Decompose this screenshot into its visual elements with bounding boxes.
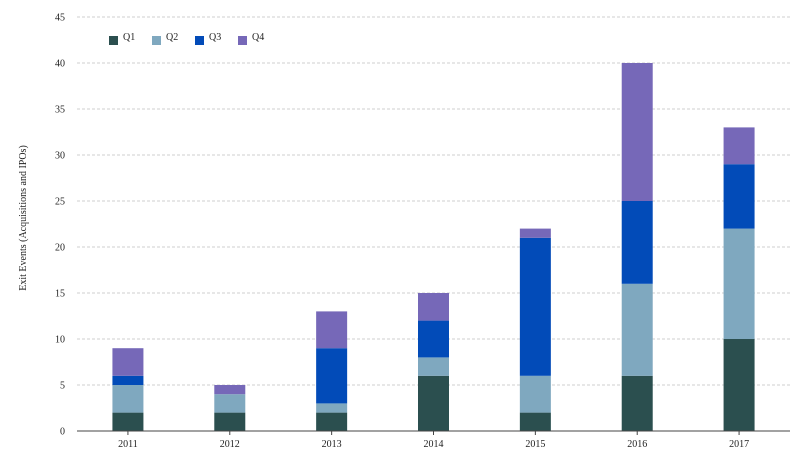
bar-segment-q2-2017: [723, 228, 755, 339]
x-tick-label: 2011: [118, 439, 138, 450]
legend-label-q3: Q3: [209, 32, 221, 43]
bar-segment-q3-2016: [621, 201, 653, 284]
legend-swatch-q4: [238, 36, 247, 45]
y-tick-label: 25: [55, 197, 65, 208]
bar-segment-q3-2014: [418, 320, 449, 358]
bar-segment-q4-2011: [112, 348, 144, 376]
bar-segment-q4-2016: [621, 63, 653, 201]
legend-swatch-q1: [109, 36, 118, 45]
y-tick-label: 10: [55, 335, 65, 346]
y-tick-label: 0: [60, 427, 65, 438]
x-tick-label: 2017: [729, 439, 749, 450]
bar-segment-q4-2012: [214, 385, 246, 395]
bar-segment-q4-2017: [723, 127, 755, 165]
bar-segment-q4-2013: [316, 311, 348, 349]
y-axis-label: Exit Events (Acquisitions and IPOs): [18, 145, 29, 291]
x-tick-label: 2016: [627, 439, 647, 450]
bar-segment-q2-2013: [316, 403, 348, 413]
x-tick-label: 2014: [424, 439, 444, 450]
y-tick-label: 20: [55, 243, 65, 254]
legend: Q1 Q2 Q3 Q4: [109, 32, 264, 45]
bar-segment-q3-2011: [112, 375, 144, 385]
bars: [112, 63, 755, 431]
y-tick-label: 30: [55, 151, 65, 162]
bar-segment-q2-2014: [418, 357, 449, 376]
legend-label-q1: Q1: [123, 32, 135, 43]
bar-segment-q3-2017: [723, 164, 755, 229]
x-tick-label: 2012: [220, 439, 240, 450]
legend-label-q2: Q2: [166, 32, 178, 43]
y-tick-label: 35: [55, 105, 65, 116]
bar-segment-q1-2012: [214, 412, 246, 431]
bar-segment-q1-2013: [316, 412, 348, 431]
bar-segment-q2-2011: [112, 385, 144, 413]
bar-segment-q2-2016: [621, 283, 653, 376]
bar-segment-q1-2015: [519, 412, 551, 431]
x-tick-label: 2015: [525, 439, 545, 450]
bar-segment-q3-2015: [519, 237, 551, 376]
bar-segment-q1-2014: [418, 375, 449, 431]
bar-segment-q3-2013: [316, 348, 348, 404]
bar-segment-q1-2011: [112, 412, 144, 431]
bar-segment-q1-2017: [723, 339, 755, 431]
y-tick-label: 15: [55, 289, 65, 300]
bar-segment-q1-2016: [621, 375, 653, 431]
legend-swatch-q2: [152, 36, 161, 45]
bar-segment-q2-2015: [519, 375, 551, 413]
y-tick-label: 40: [55, 59, 65, 70]
bar-segment-q4-2015: [519, 228, 551, 238]
y-tick-label: 45: [55, 13, 65, 24]
bar-segment-q4-2014: [418, 293, 449, 321]
legend-label-q4: Q4: [252, 32, 264, 43]
legend-swatch-q3: [195, 36, 204, 45]
axes: 0 5 10 15 20 25 30 35 40 45 2011 2012 2013 2014 2015 20…: [55, 13, 790, 450]
x-tick-label: 2013: [322, 439, 342, 450]
y-tick-label: 5: [60, 381, 65, 392]
bar-segment-q2-2012: [214, 394, 246, 413]
